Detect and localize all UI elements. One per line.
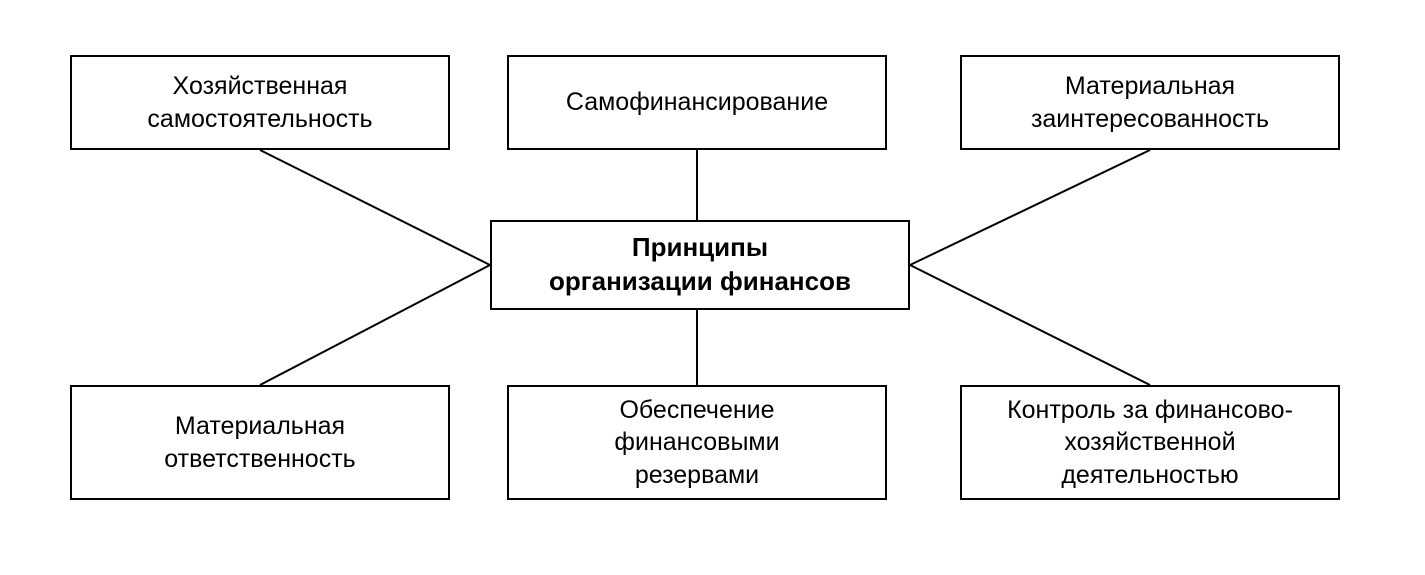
node-bottom-right: Контроль за финансово-хозяйственнойдеяте…: [960, 385, 1340, 500]
node-bottom-left-label: Материальнаяответственность: [164, 410, 355, 475]
node-top-center: Самофинансирование: [507, 55, 887, 150]
center-node: Принципыорганизации финансов: [490, 220, 910, 310]
node-bottom-center-label: Обеспечениефинансовымирезервами: [614, 394, 779, 492]
node-top-center-label: Самофинансирование: [566, 86, 828, 119]
diagram-container: Принципыорганизации финансов Хозяйственн…: [0, 0, 1425, 575]
node-top-left: Хозяйственнаясамостоятельность: [70, 55, 450, 150]
node-bottom-left: Материальнаяответственность: [70, 385, 450, 500]
node-top-right-label: Материальнаязаинтересованность: [1031, 70, 1269, 135]
node-bottom-right-label: Контроль за финансово-хозяйственнойдеяте…: [1007, 394, 1293, 492]
node-bottom-center: Обеспечениефинансовымирезервами: [507, 385, 887, 500]
node-top-right: Материальнаязаинтересованность: [960, 55, 1340, 150]
center-node-label: Принципыорганизации финансов: [549, 231, 851, 299]
node-top-left-label: Хозяйственнаясамостоятельность: [147, 70, 372, 135]
